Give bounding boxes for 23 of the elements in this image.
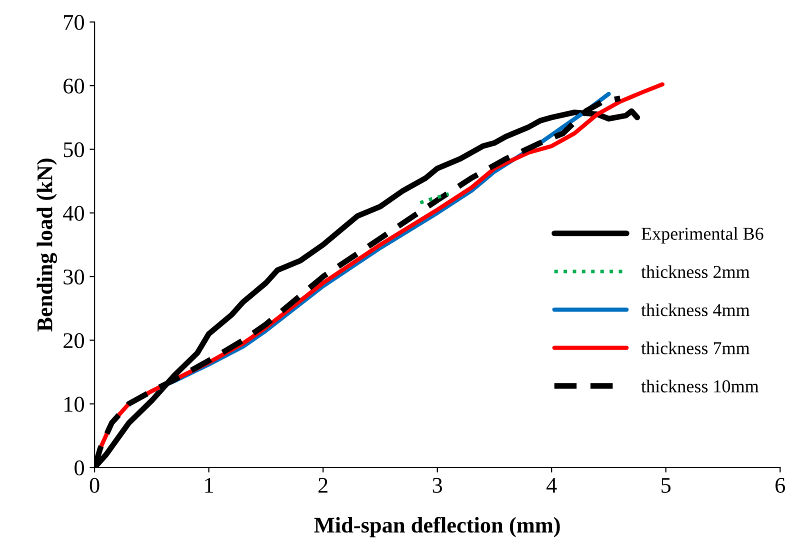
y-axis-title: Bending load (kN) [36, 158, 58, 332]
legend-label: thickness 7mm [641, 342, 750, 354]
x-tick-label: 2 [318, 478, 328, 493]
y-tick-label: 10 [64, 396, 84, 412]
x-tick-label: 4 [546, 478, 557, 493]
x-tick-label: 0 [90, 478, 100, 493]
y-tick-label: 50 [64, 142, 84, 158]
x-tick-label: 5 [662, 478, 671, 493]
x-axis-title: Mid-span deflection (mm) [314, 516, 560, 538]
legend-label: thickness 4mm [641, 303, 750, 316]
legend-label: thickness 10mm [641, 380, 759, 392]
y-tick-label: 40 [63, 206, 84, 221]
y-tick-label: 0 [74, 460, 84, 476]
legend-label: thickness 2mm [641, 265, 750, 278]
x-tick-label: 6 [776, 478, 786, 493]
y-tick-label: 30 [64, 270, 84, 284]
legend-label: Experimental B6 [642, 227, 764, 244]
x-tick-label: 1 [205, 478, 214, 493]
y-tick-label: 70 [64, 14, 84, 30]
y-tick-label: 60 [64, 78, 84, 94]
line-series [418, 192, 450, 204]
x-tick-label: 3 [432, 478, 442, 493]
y-tick-label: 20 [64, 333, 84, 348]
